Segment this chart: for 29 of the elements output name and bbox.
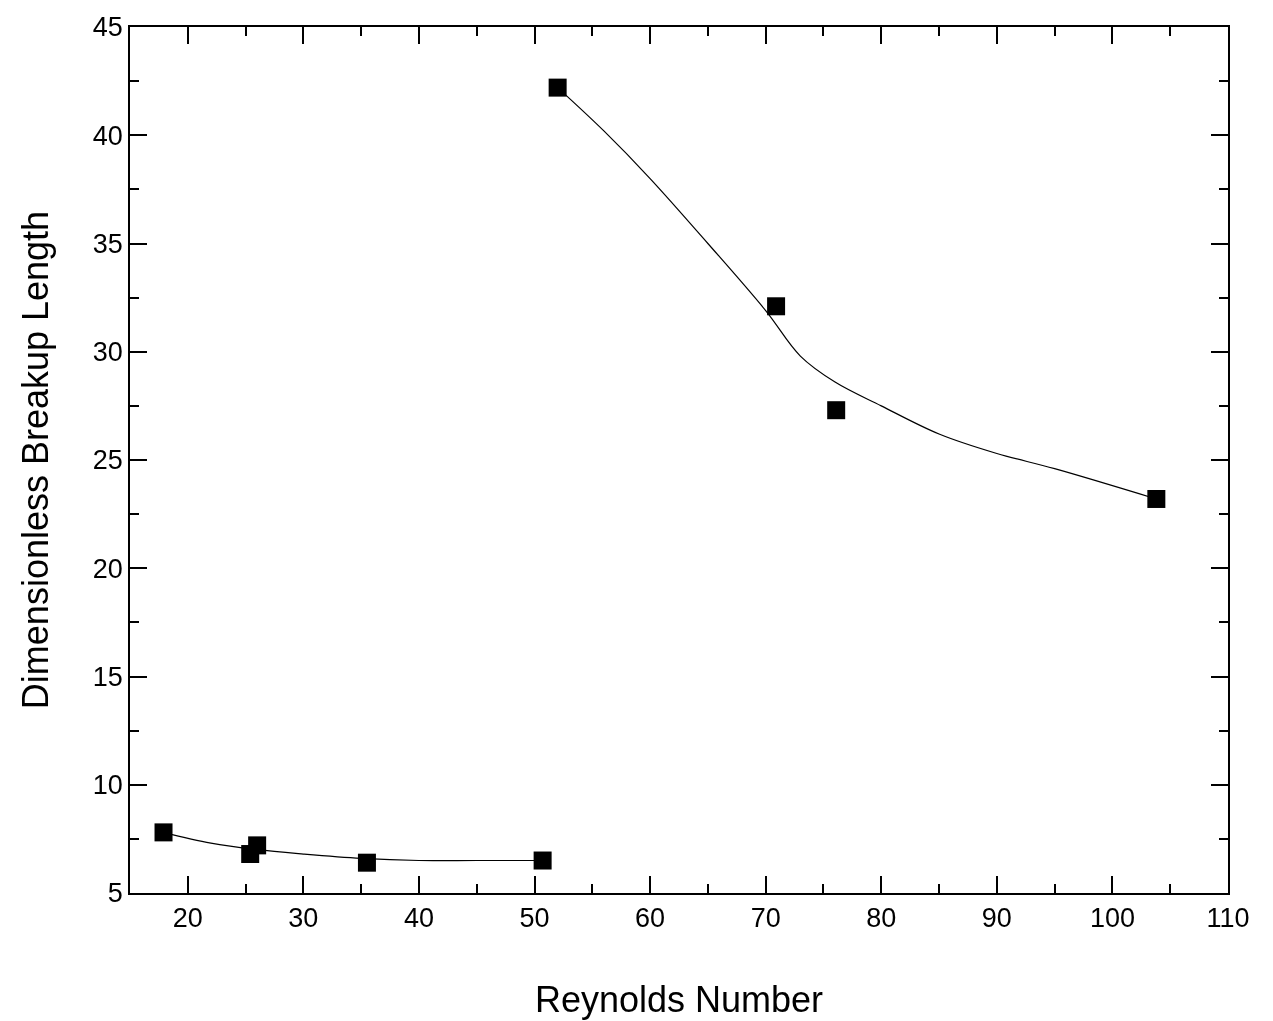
y-tick-label: 10 (92, 770, 123, 801)
x-axis-title: Reynolds Number (534, 978, 824, 1020)
y-tick-label: 40 (92, 120, 123, 151)
y-tick-label: 30 (92, 337, 123, 368)
x-tick-label: 80 (866, 903, 897, 934)
y-tick-label: 25 (92, 445, 123, 476)
x-tick-label: 20 (172, 903, 203, 934)
y-tick-label: 35 (92, 228, 123, 259)
point (357, 853, 376, 872)
x-tick-label: 60 (635, 903, 666, 934)
x-tick-label: 70 (750, 903, 781, 934)
y-axis-title: Dimensionless Breakup Length (14, 210, 56, 710)
x-tick-label: 100 (1089, 903, 1135, 934)
point (548, 78, 567, 97)
x-tick-label: 50 (519, 903, 550, 934)
point (767, 297, 786, 316)
y-tick-label: 15 (92, 661, 123, 692)
y-tick-label: 20 (92, 553, 123, 584)
point (533, 851, 552, 870)
x-tick-label: 40 (403, 903, 434, 934)
x-tick-label: 90 (981, 903, 1012, 934)
y-tick-label: 45 (92, 12, 123, 43)
y-tick-label: 5 (107, 878, 123, 909)
point (248, 836, 267, 855)
x-tick-label: 110 (1206, 903, 1250, 934)
point (1147, 489, 1166, 508)
point (154, 823, 173, 842)
point (827, 401, 846, 420)
x-tick-label: 30 (288, 903, 319, 934)
